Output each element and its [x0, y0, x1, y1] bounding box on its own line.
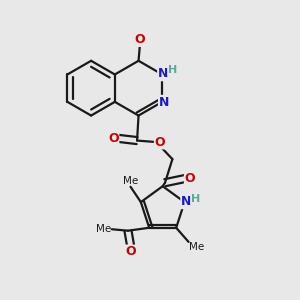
Text: H: H — [168, 65, 178, 75]
Text: O: O — [185, 172, 195, 185]
Text: O: O — [135, 33, 145, 46]
Text: O: O — [126, 245, 136, 258]
Text: O: O — [108, 132, 119, 145]
Text: N: N — [181, 195, 191, 208]
Text: H: H — [191, 194, 200, 204]
Text: N: N — [158, 68, 168, 80]
Text: O: O — [155, 136, 165, 148]
Text: Me: Me — [123, 176, 138, 186]
Text: N: N — [159, 96, 169, 109]
Text: Me: Me — [189, 242, 205, 253]
Text: Me: Me — [96, 224, 111, 234]
